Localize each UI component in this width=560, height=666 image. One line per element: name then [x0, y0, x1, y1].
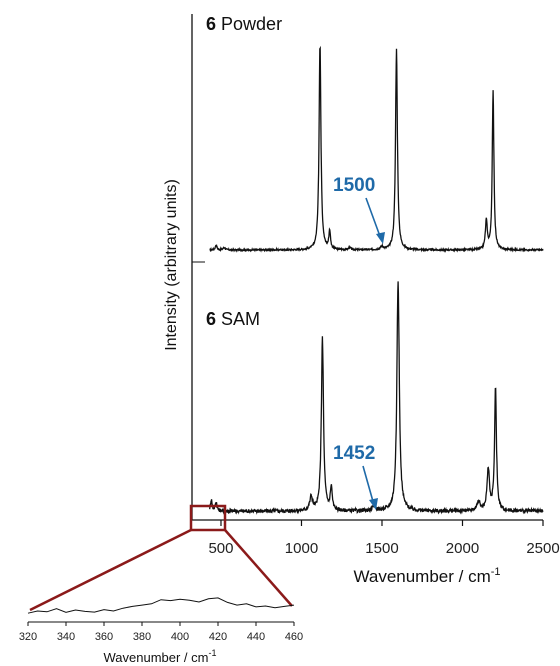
x-tick-label: 2500 [526, 540, 559, 557]
annotation-1452-label: 1452 [333, 443, 375, 464]
inset-x-axis-title: Wavenumber / cm-1 [103, 648, 216, 665]
panel-label-sam: 6 SAM [206, 309, 260, 329]
x-tick-label: 1500 [365, 540, 398, 557]
series-powder-line [209, 45, 544, 253]
series-sam-line [209, 281, 544, 515]
x-axis-title: Wavenumber / cm-1 [353, 566, 500, 586]
x-ticks: 500 1000 1500 2000 2500 [208, 520, 560, 557]
inset-series-line [27, 597, 295, 614]
annotation-1452-arrow [362, 465, 375, 506]
inset-tick-label: 400 [171, 631, 189, 643]
inset-ticks: 320 340 360 380 400 420 440 460 [19, 622, 303, 643]
inset-tick-label: 380 [133, 631, 151, 643]
y-axis-title: Intensity (arbitrary units) [163, 179, 180, 351]
annotation-1452-arrowhead [369, 498, 378, 510]
x-tick-label: 500 [208, 540, 233, 557]
inset-tick-label: 460 [285, 631, 303, 643]
inset-tick-label: 440 [247, 631, 265, 643]
zoom-region-box [189, 504, 227, 532]
inset-tick-label: 340 [57, 631, 75, 643]
annotation-1500-label: 1500 [333, 175, 375, 196]
zoom-connector-left [29, 528, 192, 612]
inset-tick-label: 360 [95, 631, 113, 643]
zoom-connector-right [224, 529, 293, 607]
x-tick-label: 2000 [446, 540, 479, 557]
panel-label-powder: 6 Powder [206, 14, 282, 34]
inset-tick-label: 420 [209, 631, 227, 643]
annotation-1500-arrow [365, 197, 382, 240]
inset-tick-label: 320 [19, 631, 37, 643]
annotation-1500-arrowhead [376, 232, 385, 244]
x-tick-label: 1000 [285, 540, 318, 557]
